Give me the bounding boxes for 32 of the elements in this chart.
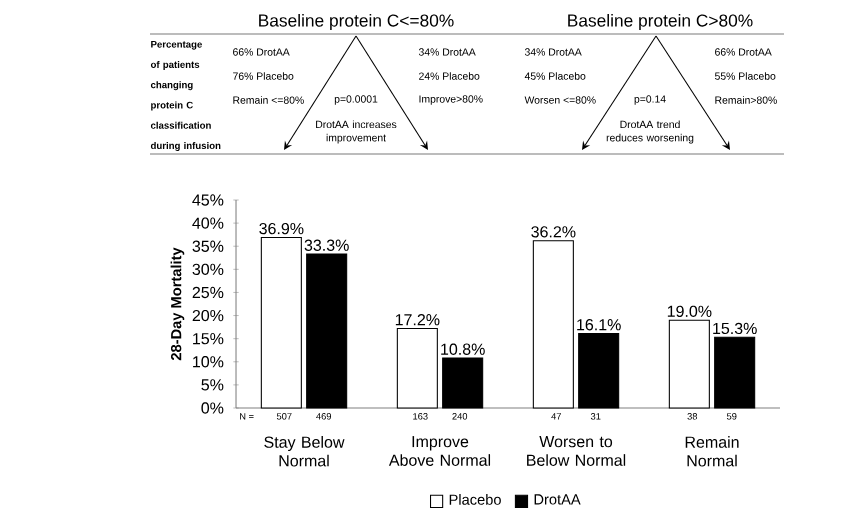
y-tick-label: 10%	[193, 356, 224, 368]
data-label: 36.9%	[259, 222, 304, 235]
y-tick-label: 45%	[192, 194, 224, 206]
data-label: 36.2%	[531, 226, 576, 238]
y-tick-label: 35%	[192, 240, 224, 252]
data-label: 15.3%	[713, 322, 757, 335]
bar	[714, 336, 756, 409]
y-tick-label: 40%	[192, 217, 224, 229]
y-tick-label: 5%	[201, 379, 224, 391]
data-label: 10.8%	[441, 343, 485, 355]
bar	[668, 319, 710, 409]
data-label: 33.3%	[304, 239, 349, 251]
y-tick-label: 15%	[193, 333, 224, 345]
y-tick-label: 20%	[192, 309, 224, 322]
bar	[260, 236, 302, 409]
bar	[532, 240, 574, 409]
text: Baseline protein C>80%	[568, 13, 753, 31]
x-tick-label: Worsen to Below Normal	[527, 436, 626, 466]
data-label: 17.2%	[395, 314, 440, 326]
text: Baseline protein C<=80%	[259, 13, 454, 31]
data-label: 19.0%	[667, 305, 712, 317]
y-tick-label: 25%	[192, 286, 224, 299]
bar	[306, 253, 348, 409]
x-tick-label: Remain Normal	[685, 436, 739, 467]
data-label: 16.1%	[577, 319, 621, 331]
y-tick-label: 30%	[192, 263, 224, 276]
bar	[396, 327, 438, 409]
x-tick-label: Improve Above Normal	[388, 436, 491, 466]
bar	[578, 333, 620, 409]
x-tick-label: Stay Below Normal	[264, 436, 345, 467]
bar	[442, 357, 484, 409]
y-tick-label: 0%	[201, 402, 224, 414]
